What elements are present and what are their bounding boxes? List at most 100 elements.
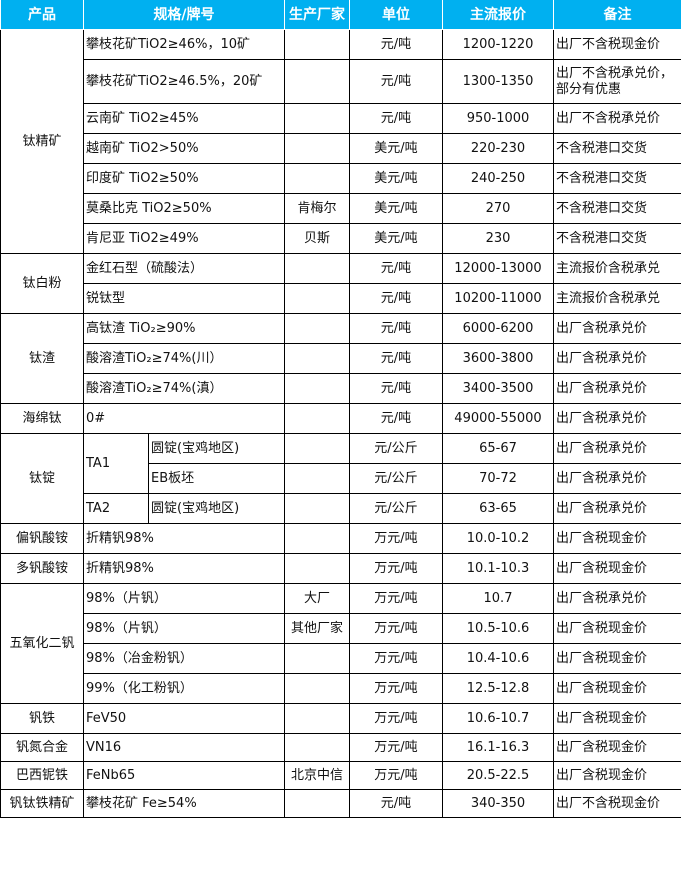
header-row: 产品 规格/牌号 生产厂家 单位 主流报价 备注 (0, 0, 681, 30)
header-price: 主流报价 (442, 0, 554, 30)
table-row: 钛渣 高钛渣 TiO₂≥90% 元/吨 6000-6200 出厂含税承兑价 (0, 313, 681, 404)
remarks-cell: 不含税港口交货 (553, 223, 681, 254)
unit-cell: 元/公斤 (349, 493, 443, 524)
price-cell: 10.7 (442, 583, 554, 614)
manufacturer-cell (284, 493, 350, 524)
spec-cell: 圆锭(宝鸡地区) (148, 493, 285, 524)
product-cell: 钛锭 (0, 433, 84, 524)
remarks-cell: 出厂含税承兑价 (553, 583, 681, 614)
spec-cell: 酸溶渣TiO₂≥74%(滇） (83, 373, 285, 404)
product-cell: 钒氮合金 (0, 733, 84, 762)
price-cell: 1300-1350 (442, 59, 554, 104)
manufacturer-cell: 肯梅尔 (284, 193, 350, 224)
remarks-cell: 不含税港口交货 (553, 193, 681, 224)
spec-cell: 攀枝花矿TiO2≥46.5%，20矿 (83, 59, 285, 104)
table-row: 五氧化二钒 98%（片钒） 大厂 万元/吨 10.7 出厂含税承兑价 (0, 583, 681, 704)
remarks-cell: 出厂含税承兑价 (553, 373, 681, 404)
manufacturer-cell (284, 643, 350, 674)
manufacturer-cell (284, 59, 350, 104)
price-cell: 10200-11000 (442, 283, 554, 314)
unit-cell: 万元/吨 (349, 553, 443, 584)
unit-cell: 万元/吨 (349, 643, 443, 674)
unit-cell: 万元/吨 (349, 703, 443, 734)
unit-cell: 元/吨 (349, 343, 443, 374)
table-row: 98%（片钒） 其他厂家 万元/吨 10.5-10.6 出厂含税现金价 (1, 613, 681, 644)
unit-cell: 元/吨 (349, 253, 443, 284)
product-cell: 巴西铌铁 (0, 761, 84, 790)
remarks-cell: 出厂含税现金价 (553, 523, 681, 554)
header-manufacturer: 生产厂家 (284, 0, 350, 30)
price-cell: 10.5-10.6 (442, 613, 554, 644)
unit-cell: 元/吨 (349, 373, 443, 404)
unit-cell: 万元/吨 (349, 613, 443, 644)
unit-cell: 美元/吨 (349, 223, 443, 254)
spec-cell: 0# (83, 403, 285, 434)
unit-cell: 元/吨 (349, 403, 443, 434)
remarks-cell: 出厂含税承兑价 (553, 313, 681, 344)
manufacturer-cell (284, 313, 350, 344)
manufacturer-cell (284, 343, 350, 374)
manufacturer-cell: 北京中信 (284, 761, 350, 790)
unit-cell: 万元/吨 (349, 673, 443, 704)
spec-cell: 折精钒98% (83, 523, 285, 554)
unit-cell: 万元/吨 (349, 523, 443, 554)
price-cell: 12000-13000 (442, 253, 554, 284)
remarks-cell: 出厂不含税现金价 (553, 29, 681, 60)
product-cell: 五氧化二钒 (0, 583, 84, 704)
spec-cell: 高钛渣 TiO₂≥90% (83, 313, 285, 344)
remarks-cell: 出厂含税现金价 (553, 761, 681, 790)
price-cell: 12.5-12.8 (442, 673, 554, 704)
table-row: 巴西铌铁 FeNb65 北京中信 万元/吨 20.5-22.5 出厂含税现金价 (0, 761, 681, 790)
price-cell: 49000-55000 (442, 403, 554, 434)
product-cell: 偏钒酸铵 (0, 523, 84, 554)
table-row: 98%（冶金粉钒） 万元/吨 10.4-10.6 出厂含税现金价 (1, 643, 681, 674)
table-row: 莫桑比克 TiO2≥50% 肯梅尔 美元/吨 270 不含税港口交货 (1, 193, 681, 224)
spec-cell: 印度矿 TiO2≥50% (83, 163, 285, 194)
spec-cell: TA2 (83, 493, 149, 524)
spec-cell: 越南矿 TiO2>50% (83, 133, 285, 164)
manufacturer-cell (284, 433, 350, 464)
price-cell: 65-67 (442, 433, 554, 464)
header-spec: 规格/牌号 (83, 0, 285, 30)
price-cell: 3600-3800 (442, 343, 554, 374)
spec-cell: VN16 (83, 733, 285, 762)
manufacturer-cell (284, 29, 350, 60)
unit-cell: 元/吨 (349, 59, 443, 104)
price-cell: 3400-3500 (442, 373, 554, 404)
product-cell: 钒钛铁精矿 (0, 789, 84, 818)
remarks-cell: 出厂含税承兑价 (553, 493, 681, 524)
price-table: 产品 规格/牌号 生产厂家 单位 主流报价 备注 钛精矿 攀枝花矿TiO2≥46%… (0, 0, 681, 818)
price-cell: 220-230 (442, 133, 554, 164)
manufacturer-cell (284, 703, 350, 734)
spec-cell: EB板坯 (148, 463, 285, 494)
manufacturer-cell (284, 103, 350, 134)
manufacturer-cell (284, 673, 350, 704)
remarks-cell: 不含税港口交货 (553, 133, 681, 164)
table-row: 肯尼亚 TiO2≥49% 贝斯 美元/吨 230 不含税港口交货 (1, 223, 681, 254)
unit-cell: 元/公斤 (349, 433, 443, 464)
table-row: 酸溶渣TiO₂≥74%(滇） 元/吨 3400-3500 出厂含税承兑价 (1, 373, 681, 404)
spec-cell: 云南矿 TiO2≥45% (83, 103, 285, 134)
spec-cell: 98%（片钒） (83, 583, 285, 614)
unit-cell: 万元/吨 (349, 583, 443, 614)
remarks-cell: 主流报价含税承兑 (553, 253, 681, 284)
spec-cell: 98%（片钒） (83, 613, 285, 644)
manufacturer-cell (284, 253, 350, 284)
header-remarks: 备注 (553, 0, 681, 30)
remarks-cell: 出厂不含税承兑价，部分有优惠 (553, 59, 681, 104)
remarks-cell: 出厂含税承兑价 (553, 403, 681, 434)
product-cell: 钒铁 (0, 703, 84, 734)
table-row: 攀枝花矿TiO2≥46.5%，20矿 元/吨 1300-1350 出厂不含税承兑价，部… (1, 59, 681, 104)
manufacturer-cell (284, 733, 350, 762)
remarks-cell: 出厂含税现金价 (553, 643, 681, 674)
table-row: 锐钛型 元/吨 10200-11000 主流报价含税承兑 (1, 283, 681, 314)
product-cell: 海绵钛 (0, 403, 84, 434)
manufacturer-cell (284, 553, 350, 584)
header-unit: 单位 (349, 0, 443, 30)
spec-cell: 肯尼亚 TiO2≥49% (83, 223, 285, 254)
product-cell: 多钒酸铵 (0, 553, 84, 584)
table-row: 多钒酸铵 折精钒98% 万元/吨 10.1-10.3 出厂含税现金价 (0, 553, 681, 584)
remarks-cell: 出厂含税现金价 (553, 733, 681, 762)
table-row: 99%（化工粉钒） 万元/吨 12.5-12.8 出厂含税现金价 (1, 673, 681, 704)
table-body: 钛精矿 攀枝花矿TiO2≥46%，10矿 元/吨 1200-1220 出厂不含税现金价攀… (0, 29, 681, 818)
